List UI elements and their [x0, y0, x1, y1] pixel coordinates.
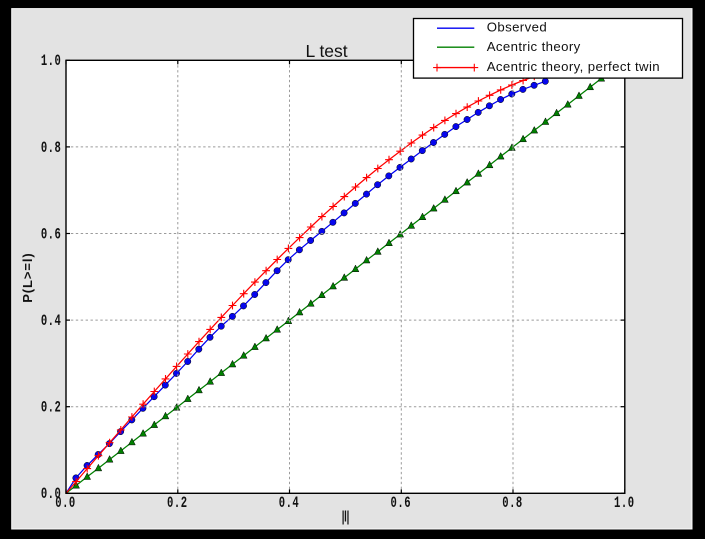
svg-text:0.6: 0.6 — [391, 494, 411, 512]
svg-text:0.0: 0.0 — [41, 485, 61, 503]
svg-text:Acentric theory, perfect twin: Acentric theory, perfect twin — [487, 59, 660, 74]
svg-text:0.2: 0.2 — [167, 494, 187, 512]
svg-text:L test: L test — [306, 41, 348, 61]
svg-text:0.4: 0.4 — [279, 494, 299, 512]
svg-text:0.0: 0.0 — [55, 494, 75, 512]
svg-text:0.2: 0.2 — [41, 399, 61, 417]
svg-text:0.8: 0.8 — [502, 494, 522, 512]
svg-text:Observed: Observed — [487, 20, 547, 35]
svg-text:0.6: 0.6 — [41, 226, 61, 244]
svg-text:0.4: 0.4 — [41, 312, 61, 330]
svg-text:P(L>=l): P(L>=l) — [20, 252, 35, 302]
svg-text:|l|: |l| — [341, 509, 349, 526]
svg-text:0.8: 0.8 — [41, 139, 61, 157]
svg-text:Acentric theory: Acentric theory — [487, 39, 581, 54]
svg-text:1.0: 1.0 — [614, 494, 634, 512]
svg-text:1.0: 1.0 — [41, 52, 61, 70]
